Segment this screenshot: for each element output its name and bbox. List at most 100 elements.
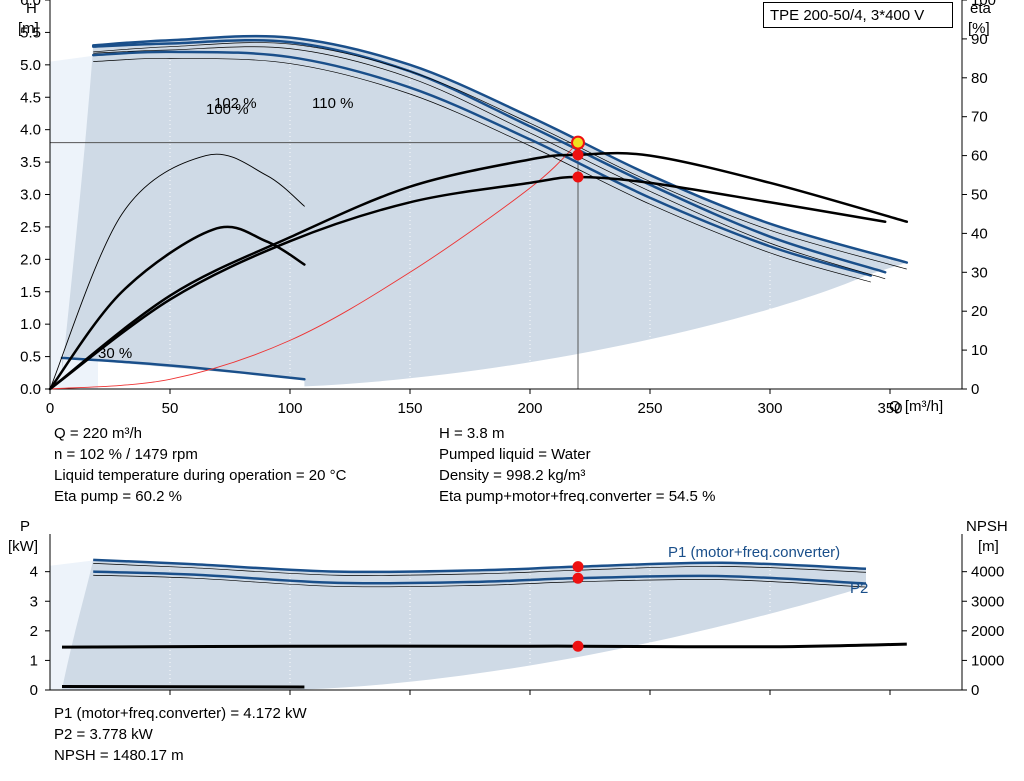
npsh-tick-label: 2000 [971, 623, 1004, 640]
power-y-left-unit: [kW] [8, 538, 38, 555]
power-y-left-title: P [20, 518, 31, 535]
y-left-tick-label: 2.0 [20, 251, 41, 268]
power-curve-outline [93, 574, 867, 588]
x-tick-label: 300 [757, 400, 782, 417]
head-curve-outline [93, 42, 907, 270]
x-tick-label: 200 [517, 400, 542, 417]
info-speed: n = 102 % / 1479 rpm [54, 446, 198, 463]
info-head: H = 3.8 m [439, 425, 505, 442]
efficiency-curve [48, 225, 306, 391]
y-left-tick-label: 1.5 [20, 284, 41, 301]
y-right-tick-label: 70 [971, 109, 988, 126]
info-npsh: NPSH = 1480.17 m [54, 747, 184, 764]
power-y-left-tick-label: 4 [30, 564, 38, 581]
system-curve [49, 142, 579, 390]
curve-label-110: 110 % [312, 95, 353, 112]
info-right-block: H = 3.8 m Pumped liquid = Water Density … [439, 423, 715, 507]
x-tick-label: 250 [637, 400, 662, 417]
y-left-tick-label: 5.5 [20, 24, 41, 41]
y-right-tick-label: 100 [971, 0, 996, 9]
info-density: Density = 998.2 kg/m³ [439, 467, 586, 484]
y-right-tick-label: 0 [971, 381, 979, 398]
y-right-tick-label: 10 [971, 342, 988, 359]
y-left-tick-label: 0.5 [20, 349, 41, 366]
power-npsh-plot: 0 1 2 3 4 0 1000 2000 3000 4000 P1 (motor+freq.con… [30, 534, 1004, 699]
y-left-tick-label: 0.0 [20, 381, 41, 398]
power-duty-marker [572, 561, 584, 573]
power-curve [93, 570, 867, 585]
power-label-p1: P1 (motor+freq.converter) [668, 544, 840, 561]
npsh-tick-label: 1000 [971, 652, 1004, 669]
x-tick-label: 350 [877, 400, 902, 417]
curve-label-100: 100 % [206, 101, 249, 118]
y-right-tick-label: 40 [971, 225, 988, 242]
info-liquid: Pumped liquid = Water [439, 446, 591, 463]
info-p2: P2 = 3.778 kW [54, 726, 153, 743]
y-right-tick-label: 30 [971, 264, 988, 281]
eta-total-marker [572, 171, 584, 183]
power-curve-outline [93, 563, 867, 576]
y-right-tick-label: 60 [971, 148, 988, 165]
head-efficiency-plot: 0.0 0.5 1.0 1.5 2.0 2.5 3.0 3.5 4.0 4.5 5.0 5.5 6.0 0… [20, 0, 996, 417]
info-p1: P1 (motor+freq.converter) = 4.172 kW [54, 705, 307, 722]
y-right-unit: [%] [968, 20, 990, 37]
y-left-tick-label: 3.0 [20, 187, 41, 204]
power-y-left-tick-label: 2 [30, 623, 38, 640]
head-curve-outline [93, 46, 886, 280]
y-right-tick-label: 20 [971, 303, 988, 320]
curve-label-30: 30 % [98, 345, 132, 362]
y-left-tick-label: 4.0 [20, 122, 41, 139]
pump-model-title: TPE 200-50/4, 3*400 V [763, 2, 953, 28]
y-right-tick-label: 90 [971, 31, 988, 48]
info-flow: Q = 220 m³/h [54, 425, 142, 442]
npsh-tick-label: 4000 [971, 564, 1004, 581]
power-duty-marker [572, 572, 584, 584]
npsh-unit: [m] [978, 538, 999, 555]
head-curve [91, 38, 887, 274]
power-duty-marker [572, 640, 584, 652]
y-left-tick-label: 2.5 [20, 219, 41, 236]
info-left-block: Q = 220 m³/h n = 102 % / 1479 rpm Liquid… [54, 423, 346, 507]
power-y-left-tick-label: 0 [30, 682, 38, 699]
power-y-left-tick-label: 3 [30, 593, 38, 610]
head-curve-outline [93, 57, 871, 283]
power-curve-min [61, 684, 305, 689]
power-label-p2: P2 [850, 580, 868, 597]
duty-point-marker [571, 135, 585, 150]
info-eta-pump: Eta pump = 60.2 % [54, 488, 182, 505]
x-tick-label: 0 [46, 400, 54, 417]
y-right-tick-label: 50 [971, 187, 988, 204]
efficiency-curve-thin [49, 153, 305, 390]
x-tick-label: 150 [397, 400, 422, 417]
head-curve [91, 34, 909, 264]
y-right-title: eta [970, 0, 991, 17]
y-left-tick-label: 6.0 [20, 0, 41, 9]
efficiency-curve [48, 175, 887, 391]
power-operating-area [62, 559, 866, 690]
eta-pump-marker [572, 149, 584, 161]
power-y-left-tick-label: 1 [30, 652, 38, 669]
x-tick-label: 100 [277, 400, 302, 417]
x-tick-label: 50 [162, 400, 179, 417]
efficiency-curve [48, 151, 909, 391]
y-left-tick-label: 1.0 [20, 316, 41, 333]
power-curve [93, 558, 867, 574]
y-left-tick-label: 4.5 [20, 89, 41, 106]
operating-area [62, 36, 907, 387]
head-curve [91, 50, 873, 277]
y-left-title: H [26, 0, 37, 17]
info-eta-total: Eta pump+motor+freq.converter = 54.5 % [439, 488, 716, 505]
x-axis-title: Q [m³/h] [889, 398, 944, 415]
curve-label-102: 102 % [214, 95, 257, 112]
y-right-tick-label: 80 [971, 70, 988, 87]
npsh-title: NPSH [966, 518, 1008, 535]
info-power-block: P1 (motor+freq.converter) = 4.172 kW P2 … [54, 703, 307, 766]
y-left-unit: [m] [18, 20, 39, 37]
y-left-tick-label: 3.5 [20, 154, 41, 171]
npsh-tick-label: 0 [971, 682, 979, 699]
head-curve [60, 356, 306, 381]
info-temperature: Liquid temperature during operation = 20… [54, 467, 347, 484]
npsh-curve [61, 642, 907, 649]
npsh-tick-label: 3000 [971, 593, 1004, 610]
